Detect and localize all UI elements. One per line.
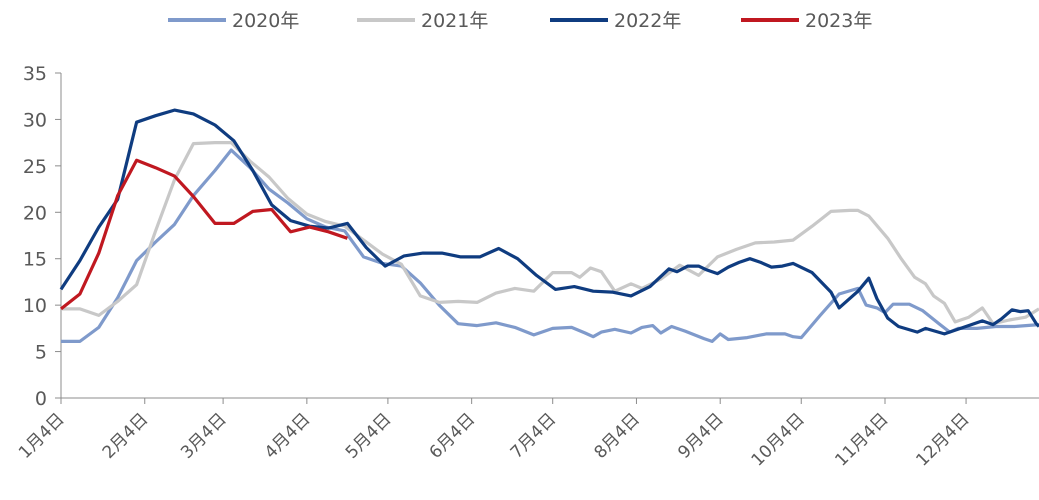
x-tick-label: 5月4日 <box>342 409 395 462</box>
legend-label: 2021年 <box>421 10 488 32</box>
series-line-2021年 <box>61 141 1039 326</box>
x-tick-label: 11月4日 <box>831 409 892 470</box>
y-tick-label: 20 <box>23 202 47 224</box>
x-tick-label: 8月4日 <box>591 409 644 462</box>
x-tick-label: 10月4日 <box>748 409 809 470</box>
x-tick-label: 12月4日 <box>912 409 973 470</box>
y-tick-label: 35 <box>23 63 47 85</box>
x-tick-label: 1月4日 <box>15 409 68 462</box>
y-tick-label: 5 <box>35 342 47 364</box>
x-tick-label: 7月4日 <box>507 409 560 462</box>
x-tick-label: 6月4日 <box>426 409 479 462</box>
legend-label: 2022年 <box>614 10 681 32</box>
x-tick-label: 9月4日 <box>674 409 727 462</box>
legend-label: 2023年 <box>805 10 872 32</box>
y-tick-label: 30 <box>23 109 47 131</box>
x-tick-label: 3月4日 <box>177 409 230 462</box>
legend-label: 2020年 <box>232 10 299 32</box>
series-line-2023年 <box>60 158 348 311</box>
y-tick-label: 15 <box>23 249 47 271</box>
series-line-2022年 <box>59 108 1039 336</box>
x-tick-label: 2月4日 <box>99 409 152 462</box>
x-tick-label: 4月4日 <box>261 409 314 462</box>
y-tick-label: 10 <box>23 295 47 317</box>
y-tick-label: 0 <box>35 388 47 410</box>
y-tick-label: 25 <box>23 156 47 178</box>
